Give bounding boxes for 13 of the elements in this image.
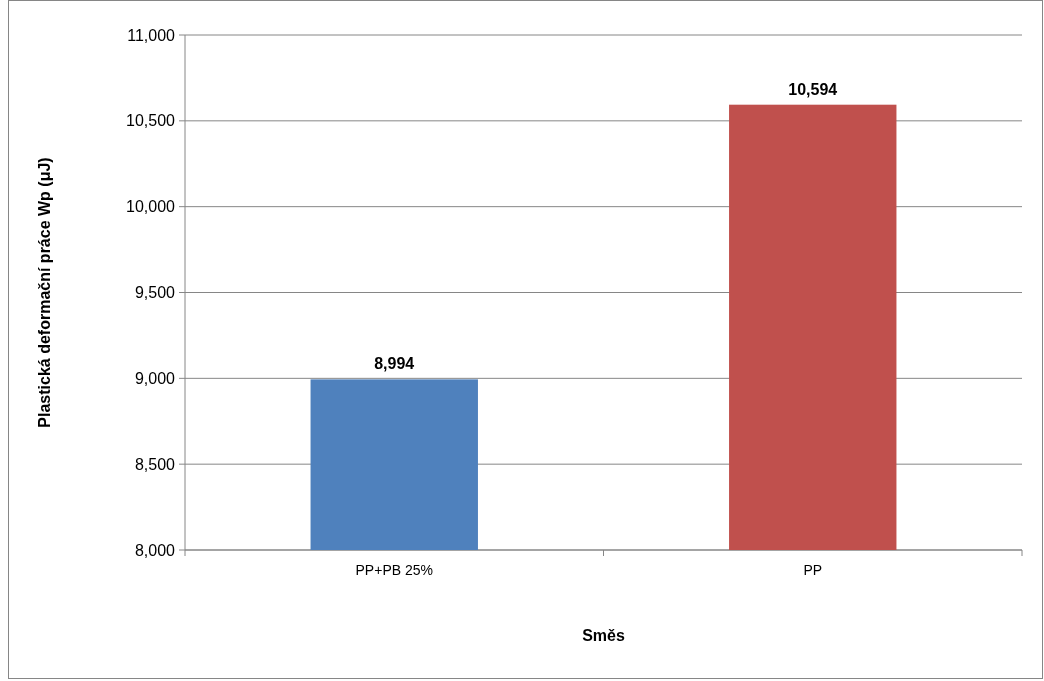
data-label: 8,994 — [374, 355, 415, 373]
y-axis-title: Plastická deformační práce Wp (μJ) — [36, 157, 53, 428]
x-tick-label: PP — [803, 562, 823, 578]
y-tick-label: 10,000 — [126, 198, 176, 216]
y-tick-label: 10,500 — [126, 112, 176, 130]
y-tick-label: 8,000 — [134, 541, 176, 559]
x-tick-label: PP+PB 25% — [355, 562, 433, 578]
data-label: 10,594 — [788, 80, 838, 98]
y-tick-label: 9,000 — [134, 369, 176, 387]
y-tick-label: 8,500 — [134, 455, 176, 473]
y-tick-label: 11,000 — [127, 26, 176, 44]
x-axis-title: Směs — [582, 627, 625, 644]
y-tick-label: 9,500 — [134, 284, 176, 302]
